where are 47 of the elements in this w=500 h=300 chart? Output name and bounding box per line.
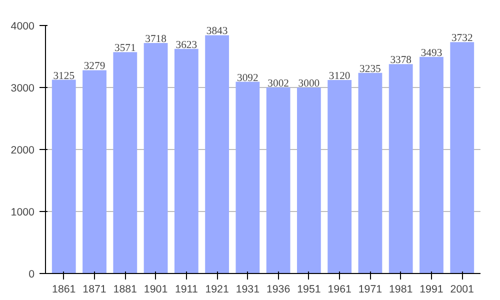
data-label: 3002 [268,78,289,90]
bar [82,70,106,274]
x-tick-label: 1861 [52,284,76,296]
data-label: 3092 [237,72,258,84]
x-tick-label: 1921 [205,284,229,296]
x-tick-label: 1936 [266,284,290,296]
x-tick-label: 1901 [144,284,168,296]
x-tick-label: 1881 [113,284,138,296]
x-tick-label: 1911 [174,284,198,296]
x-tick-label: 1981 [389,284,413,296]
x-tick-label: 1871 [82,284,106,296]
bar [52,80,76,274]
x-tick-label: 2001 [450,284,474,296]
bar [113,52,138,274]
bar [205,35,229,274]
data-label: 3279 [84,61,106,72]
data-label: 3718 [145,34,166,45]
data-label: 3235 [360,64,381,75]
x-tick-label: 1991 [420,284,444,296]
x-tick-label: 1961 [328,284,352,296]
data-label: 3623 [176,40,198,51]
y-tick-label: 4000 [10,20,35,32]
bar [297,88,321,274]
bar [420,56,444,274]
bar [388,64,413,274]
bar [236,82,260,274]
data-label: 3125 [53,70,75,82]
data-label: 3378 [390,55,412,66]
bar [266,87,290,274]
bar [174,48,198,274]
data-label: 3120 [328,71,350,82]
y-tick-label: 2000 [10,144,35,156]
bar [144,42,168,274]
y-tick-label: 0 [28,268,35,280]
bar [450,42,474,274]
data-label: 3000 [298,78,320,90]
data-label: 3493 [420,48,442,59]
data-label: 3843 [206,26,228,38]
y-tick-label: 1000 [10,206,35,218]
bar [358,72,382,274]
data-label: 3732 [451,33,473,44]
data-label: 3571 [114,43,136,54]
bar [328,80,352,274]
x-tick-label: 1971 [358,284,382,296]
y-tick-label: 3000 [10,82,35,94]
x-tick-label: 1951 [297,284,321,296]
x-tick-label: 1931 [236,284,260,296]
